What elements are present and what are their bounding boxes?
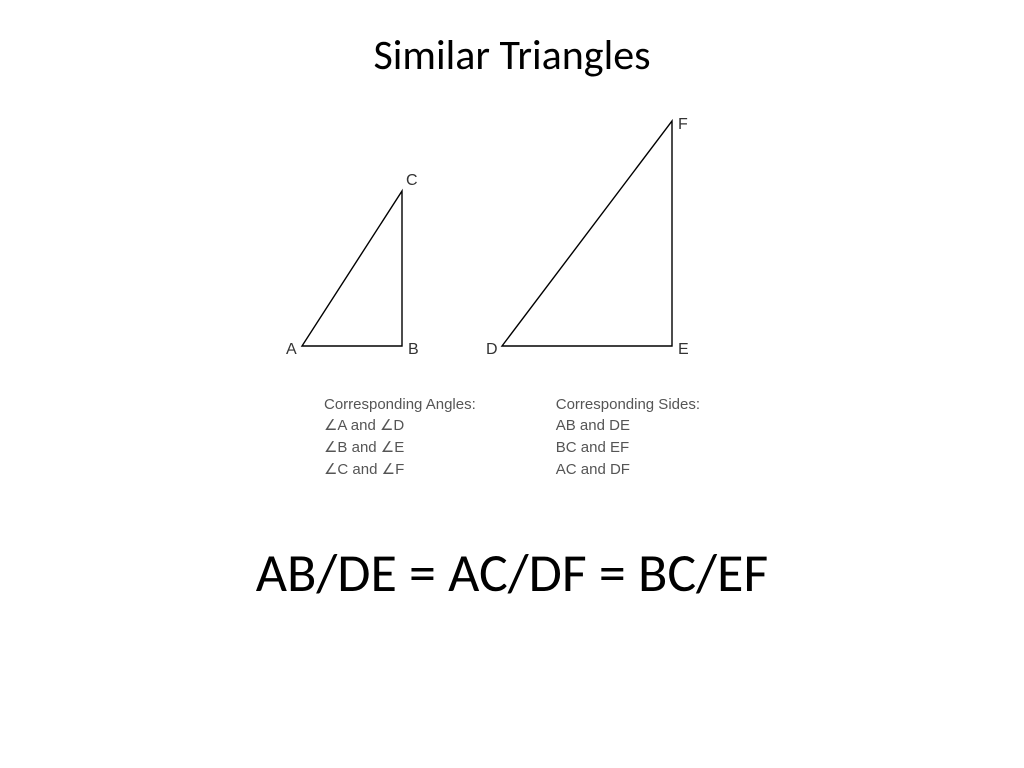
ratio-equation: AB/DE = AC/DF = BC/EF (256, 540, 768, 606)
angles-line: ∠A and ∠D (324, 415, 476, 437)
sides-line: BC and EF (556, 437, 700, 459)
vertex-label-D: D (486, 341, 498, 358)
vertex-label-A: A (286, 341, 297, 358)
sides-heading: Corresponding Sides: (556, 396, 700, 413)
vertex-label-E: E (678, 341, 689, 358)
triangles-svg: A B C D E F (272, 111, 752, 371)
triangle-abc (302, 191, 402, 346)
angles-line: ∠B and ∠E (324, 437, 476, 459)
corresponding-sides-column: Corresponding Sides: AB and DE BC and EF… (556, 396, 700, 480)
angles-heading: Corresponding Angles: (324, 396, 476, 413)
correspondence-columns: Corresponding Angles: ∠A and ∠D ∠B and ∠… (324, 396, 700, 480)
vertex-label-B: B (408, 341, 419, 358)
slide-title: Similar Triangles (373, 30, 650, 81)
angles-line: ∠C and ∠F (324, 459, 476, 481)
corresponding-angles-column: Corresponding Angles: ∠A and ∠D ∠B and ∠… (324, 396, 476, 480)
sides-line: AB and DE (556, 415, 700, 437)
sides-line: AC and DF (556, 459, 700, 481)
vertex-label-F: F (678, 116, 688, 133)
vertex-label-C: C (406, 172, 418, 189)
triangles-diagram: A B C D E F (272, 111, 752, 371)
triangle-def (502, 121, 672, 346)
